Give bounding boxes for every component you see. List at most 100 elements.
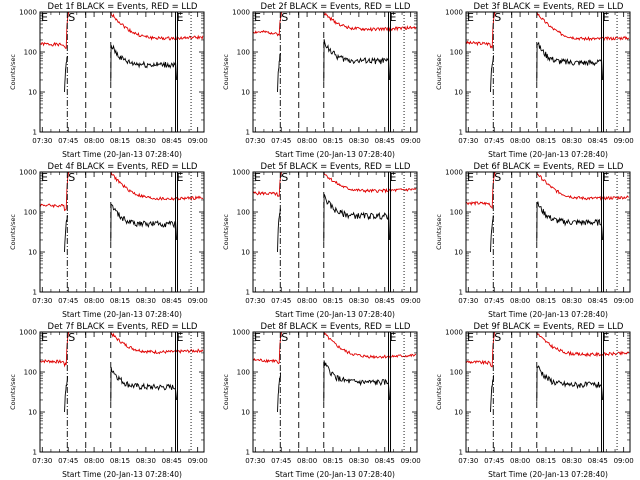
x-tick-label: 08:15 [323,137,343,145]
panel-title: Det 4f BLACK = Events, RED = LLD [48,162,198,172]
plot-frame [252,11,418,133]
y-tick-label: 1 [459,289,463,297]
x-tick-label: 08:45 [588,297,608,305]
x-tick-label: 07:45 [58,137,78,145]
x-tick-label: 08:00 [297,137,317,145]
x-tick-label: 08:15 [536,297,556,305]
interval-marker-label: E [177,171,184,184]
edge-marker-label: E [41,11,48,24]
detector-panel-4: Det 4f BLACK = Events, RED = LLD Counts/s… [0,160,213,320]
interval-marker-label: S [281,171,288,184]
y-tick-label: 100 [450,209,463,217]
interval-marker-label: E [177,331,184,344]
panel-svg: Det 9f BLACK = Events, RED = LLD Counts/s… [435,322,634,479]
detector-panel-3: Det 3f BLACK = Events, RED = LLD Counts/s… [426,0,639,160]
edge-marker-label: E [467,11,474,24]
series-events-line-main [110,203,178,242]
interval-marker-label: S [281,331,288,344]
y-tick-label: 10 [454,409,463,417]
edge-marker-label: E [467,331,474,344]
x-tick-label: 08:00 [510,457,530,465]
panel-title: Det 2f BLACK = Events, RED = LLD [261,2,411,12]
panel-svg: Det 2f BLACK = Events, RED = LLD Counts/s… [222,2,421,159]
series-events-line-main [536,201,604,242]
y-tick-label: 1000 [232,329,250,337]
x-tick-label: 08:45 [162,457,182,465]
x-tick-label: 09:00 [614,457,634,465]
y-tick-label: 100 [450,369,463,377]
y-tick-label: 1 [33,129,37,137]
x-tick-label: 08:00 [297,297,317,305]
x-tick-label: 07:45 [271,457,291,465]
x-tick-label: 08:30 [349,297,369,305]
x-axis-label: Start Time (20-Jan-13 07:28:40) [62,470,182,479]
series-events-line-main [536,41,604,82]
y-tick-label: 100 [237,369,250,377]
y-tick-label: 1 [246,289,250,297]
x-tick-label: 07:30 [245,137,265,145]
panel-title: Det 7f BLACK = Events, RED = LLD [48,322,198,332]
x-axis-label: Start Time (20-Jan-13 07:28:40) [62,150,182,159]
plot-frame [252,171,418,293]
y-tick-label: 100 [237,209,250,217]
x-tick-label: 09:00 [188,457,208,465]
interval-marker-label: S [494,331,501,344]
x-tick-label: 08:15 [110,457,130,465]
x-axis-label: Start Time (20-Jan-13 07:28:40) [488,150,608,159]
interval-marker-label: E [603,11,610,24]
x-tick-label: 07:30 [458,137,478,145]
interval-marker-label: E [390,331,397,344]
x-axis-label: Start Time (20-Jan-13 07:28:40) [275,150,395,159]
x-tick-label: 07:30 [245,297,265,305]
x-tick-label: 07:45 [271,297,291,305]
x-tick-label: 08:15 [536,137,556,145]
plot-frame [465,171,631,293]
x-tick-label: 08:30 [136,297,156,305]
y-tick-label: 100 [24,209,37,217]
panel-svg: Det 6f BLACK = Events, RED = LLD Counts/s… [435,162,634,319]
x-axis-label: Start Time (20-Jan-13 07:28:40) [275,310,395,319]
plot-frame [465,331,631,453]
x-axis-label: Start Time (20-Jan-13 07:28:40) [488,310,608,319]
y-tick-label: 1000 [19,329,37,337]
x-axis-label: Start Time (20-Jan-13 07:28:40) [275,470,395,479]
x-tick-label: 08:45 [375,457,395,465]
x-tick-label: 08:15 [323,457,343,465]
edge-marker-label: E [254,331,261,344]
x-tick-label: 09:00 [614,297,634,305]
interval-marker-label: E [390,171,397,184]
x-tick-label: 09:00 [614,137,634,145]
y-tick-label: 1 [459,449,463,457]
interval-marker-label: S [281,11,288,24]
plot-frame [39,171,205,293]
detector-panel-8: Det 8f BLACK = Events, RED = LLD Counts/s… [213,320,426,480]
y-axis-label: Counts/sec [222,54,230,90]
panel-title: Det 8f BLACK = Events, RED = LLD [261,322,411,332]
y-tick-label: 1000 [19,9,37,17]
x-tick-label: 07:30 [32,457,52,465]
x-tick-label: 09:00 [401,297,421,305]
detector-panel-5: Det 5f BLACK = Events, RED = LLD Counts/s… [213,160,426,320]
y-tick-label: 1000 [445,9,463,17]
interval-marker-label: E [603,171,610,184]
detector-panel-2: Det 2f BLACK = Events, RED = LLD Counts/s… [213,0,426,160]
x-tick-label: 08:30 [349,137,369,145]
panel-svg: Det 5f BLACK = Events, RED = LLD Counts/s… [222,162,421,319]
plot-frame [252,331,418,453]
x-axis-label: Start Time (20-Jan-13 07:28:40) [62,310,182,319]
detector-panel-1: Det 1f BLACK = Events, RED = LLD Counts/s… [0,0,213,160]
x-tick-label: 08:00 [84,457,104,465]
panel-title: Det 1f BLACK = Events, RED = LLD [48,2,198,12]
series-events-line-main [323,360,391,402]
plot-frame [39,11,205,133]
x-tick-label: 08:00 [297,457,317,465]
y-axis-label: Counts/sec [435,374,443,410]
x-tick-label: 08:45 [162,137,182,145]
edge-marker-label: E [467,171,474,184]
x-tick-label: 07:45 [58,297,78,305]
series-events-line-main [110,366,178,402]
x-tick-label: 07:30 [458,297,478,305]
x-tick-label: 07:30 [32,297,52,305]
y-tick-label: 1000 [445,329,463,337]
